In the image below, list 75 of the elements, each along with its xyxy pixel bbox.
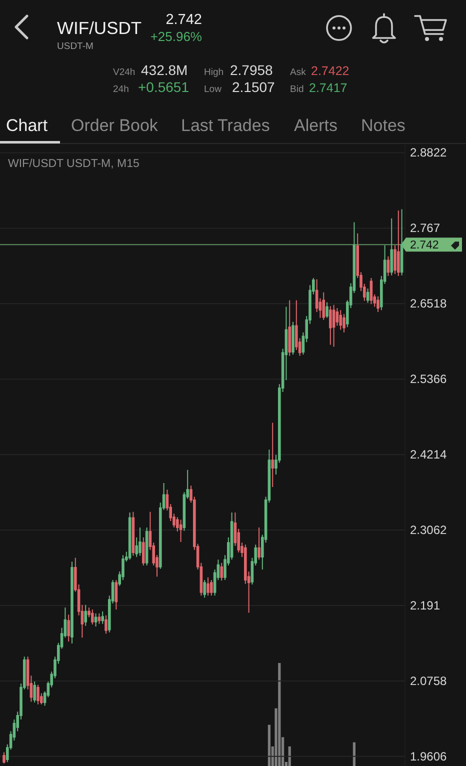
candlestick xyxy=(386,256,390,277)
text: 2.1507 xyxy=(232,79,276,95)
text: WIF/USDT xyxy=(57,18,142,38)
text: 24h xyxy=(113,84,129,95)
candlestick xyxy=(2,752,6,764)
text: WIF/USDT USDT-M, M15 xyxy=(8,158,140,170)
bar xyxy=(352,742,356,766)
text: Notes xyxy=(361,116,406,135)
text: Bid xyxy=(290,84,304,95)
candlestick xyxy=(370,277,373,305)
text: Low xyxy=(204,84,222,95)
text: 2.7422 xyxy=(311,64,350,78)
candlestick xyxy=(91,608,94,626)
text: Order Book xyxy=(71,116,158,135)
candlestick xyxy=(376,296,380,313)
y-tick-label: 2.5366 xyxy=(410,372,448,386)
y-tick-label: 2.0758 xyxy=(410,674,448,688)
y-tick-label: 2.3062 xyxy=(410,522,448,537)
text: 432.8M xyxy=(141,62,188,78)
y-tick-label: 2.191 xyxy=(410,598,440,612)
candlestick xyxy=(339,310,342,330)
candlestick xyxy=(104,614,108,634)
text: 2.742 xyxy=(166,12,202,28)
candlestick xyxy=(288,300,291,356)
candlestick xyxy=(397,210,400,277)
candlestick xyxy=(94,612,98,627)
text: Last Trades xyxy=(181,116,270,135)
candlestick xyxy=(145,527,148,566)
candlestick xyxy=(366,288,370,304)
candlestick xyxy=(179,519,182,542)
text: Ask xyxy=(290,67,306,78)
candlestick xyxy=(206,576,210,596)
candlestick xyxy=(101,610,104,624)
y-tick-label: 1.9606 xyxy=(410,749,448,764)
candlestick xyxy=(220,562,223,582)
text: +25.96% xyxy=(150,29,202,44)
candlestick xyxy=(84,604,87,626)
text: Alerts xyxy=(294,116,338,135)
candlestick xyxy=(326,302,328,318)
candlestick xyxy=(138,527,142,556)
text: 2.7958 xyxy=(230,62,274,78)
candlestick xyxy=(67,614,70,642)
candlestick xyxy=(132,511,135,556)
text: High xyxy=(204,67,224,78)
y-tick-label: 2.6518 xyxy=(410,296,448,310)
candlestick xyxy=(128,512,132,560)
candlestick xyxy=(342,314,346,333)
candlestick xyxy=(292,321,294,356)
bar xyxy=(278,663,281,766)
bar xyxy=(288,746,291,766)
candlestick xyxy=(400,208,404,276)
text: Chart xyxy=(6,116,48,135)
y-tick-label: 2.767 xyxy=(410,221,440,236)
candlestick xyxy=(114,579,118,610)
candlestick xyxy=(70,561,74,644)
candlestick xyxy=(210,579,213,596)
candlestick xyxy=(203,579,206,598)
bar xyxy=(268,724,270,766)
text: 2.7417 xyxy=(309,81,348,95)
candlestick xyxy=(390,218,393,276)
ref-line-label: 2.742 xyxy=(410,240,439,252)
candlestick xyxy=(98,612,101,624)
candlestick xyxy=(258,527,260,560)
candlestick xyxy=(142,536,145,566)
candlestick xyxy=(332,304,336,348)
candlestick xyxy=(329,306,332,346)
y-tick-label: 2.8822 xyxy=(410,146,448,160)
text: USDT-M xyxy=(57,41,94,52)
candlestick xyxy=(36,684,40,705)
y-tick-label: 2.4214 xyxy=(410,447,448,462)
text: +0.5651 xyxy=(138,79,190,95)
candlestick xyxy=(271,422,274,488)
text: V24h xyxy=(113,67,136,78)
candlestick xyxy=(322,292,325,320)
candlestick xyxy=(33,680,36,703)
